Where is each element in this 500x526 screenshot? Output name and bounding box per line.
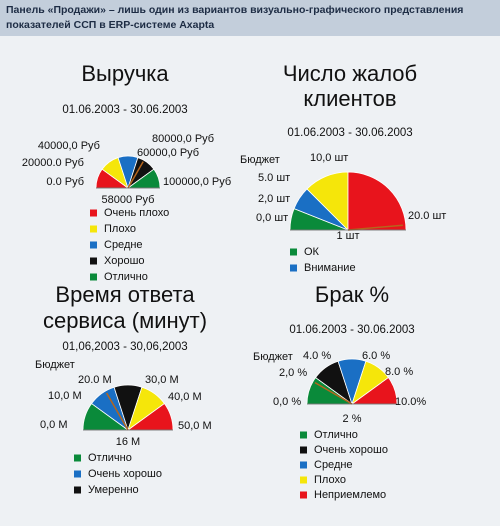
legend-label: Плохо bbox=[314, 474, 346, 486]
scale-label: 6.0 % bbox=[362, 350, 390, 362]
legend-swatch bbox=[74, 470, 81, 478]
needle-label: 1 шт bbox=[336, 230, 359, 242]
legend-swatch bbox=[90, 241, 97, 249]
panel-title: клиентов bbox=[303, 86, 396, 111]
legend-label: Очень плохо bbox=[104, 207, 169, 219]
legend-label: ОК bbox=[304, 246, 320, 258]
scale-label: 60000,0 Руб bbox=[137, 147, 199, 159]
panel-title: Выручка bbox=[81, 61, 169, 86]
scale-label: 8.0 % bbox=[385, 366, 413, 378]
legend-swatch bbox=[290, 248, 297, 256]
legend-label: Отлично bbox=[88, 452, 132, 464]
legend-swatch bbox=[90, 257, 97, 265]
legend-label: Очень хорошо bbox=[314, 444, 388, 456]
scale-label: 40,0 М bbox=[168, 391, 202, 403]
scale-label: 20.0 М bbox=[78, 374, 112, 386]
panel-title: Число жалоб bbox=[283, 61, 417, 86]
budget-label: Бюджет bbox=[253, 351, 293, 363]
legend-label: Умеренно bbox=[88, 484, 139, 496]
legend-label: Внимание bbox=[304, 262, 356, 274]
scale-label: 5.0 шт bbox=[258, 172, 290, 184]
period: 01,06,2003 - 30,06,2003 bbox=[62, 341, 187, 353]
needle bbox=[127, 161, 144, 189]
needle-label: 2 % bbox=[343, 413, 362, 425]
scale-label: 2,0 шт bbox=[258, 193, 290, 205]
budget-label: Бюджет bbox=[35, 359, 75, 371]
scale-label: 50,0 М bbox=[178, 420, 212, 432]
scale-label: 40000,0 Руб bbox=[38, 140, 100, 152]
scale-label: 2,0 % bbox=[279, 367, 307, 379]
needle-label: 58000 Руб bbox=[102, 194, 155, 206]
scale-label: 80000,0 Руб bbox=[152, 133, 214, 145]
legend-label: Отлично bbox=[104, 271, 148, 283]
panel-title: Брак % bbox=[315, 282, 389, 307]
scale-label: 20000.0 Руб bbox=[22, 157, 84, 169]
needle bbox=[314, 381, 353, 405]
legend-swatch bbox=[300, 491, 307, 499]
needle bbox=[105, 392, 129, 431]
scale-label: 4.0 % bbox=[303, 350, 331, 362]
legend-label: Отлично bbox=[314, 429, 358, 441]
legend-label: Очень хорошо bbox=[88, 468, 162, 480]
needle bbox=[347, 224, 403, 231]
legend-swatch bbox=[300, 476, 307, 484]
scale-label: 10,0 шт bbox=[310, 152, 348, 164]
legend-swatch bbox=[290, 264, 297, 272]
scale-label: 0.0 Руб bbox=[46, 176, 84, 188]
legend-swatch bbox=[74, 486, 81, 494]
legend-swatch bbox=[90, 209, 97, 217]
budget-label: Бюджет bbox=[240, 154, 280, 166]
dashboard: Выручка 01.06.2003 - 30.06.2003 0.0 Руб 200… bbox=[22, 61, 446, 501]
scale-label: 10,0 М bbox=[48, 390, 82, 402]
legend-swatch bbox=[90, 225, 97, 233]
legend-swatch bbox=[90, 273, 97, 281]
scale-label: 30,0 М bbox=[145, 374, 179, 386]
scale-label: 20.0 шт bbox=[408, 210, 446, 222]
scale-label: 0,0 % bbox=[273, 396, 301, 408]
legend-label: Плохо bbox=[104, 223, 136, 235]
legend-label: Неприемлемо bbox=[314, 489, 386, 501]
gauge-band bbox=[347, 171, 407, 231]
legend-label: Средне bbox=[314, 459, 353, 471]
caption: Панель «Продажи» – лишь один из варианто… bbox=[0, 0, 500, 36]
legend-label: Хорошо bbox=[104, 255, 145, 267]
scale-label: 0,0 шт bbox=[256, 212, 288, 224]
legend-swatch bbox=[300, 431, 307, 439]
period: 01.06.2003 - 30.06.2003 bbox=[289, 324, 414, 336]
panel-title: сервиса (минут) bbox=[43, 308, 207, 333]
period: 01.06.2003 - 30.06.2003 bbox=[62, 104, 187, 116]
scale-label: 0,0 М bbox=[40, 419, 68, 431]
scale-label: 10.0% bbox=[395, 396, 426, 408]
panel-title: Время ответа bbox=[55, 282, 195, 307]
scale-label: 100000,0 Руб bbox=[163, 176, 231, 188]
period: 01.06.2003 - 30.06.2003 bbox=[287, 127, 412, 139]
needle-label: 16 М bbox=[116, 436, 140, 448]
legend-swatch bbox=[300, 446, 307, 454]
legend-swatch bbox=[74, 454, 81, 462]
legend-label: Средне bbox=[104, 239, 143, 251]
legend-swatch bbox=[300, 461, 307, 469]
